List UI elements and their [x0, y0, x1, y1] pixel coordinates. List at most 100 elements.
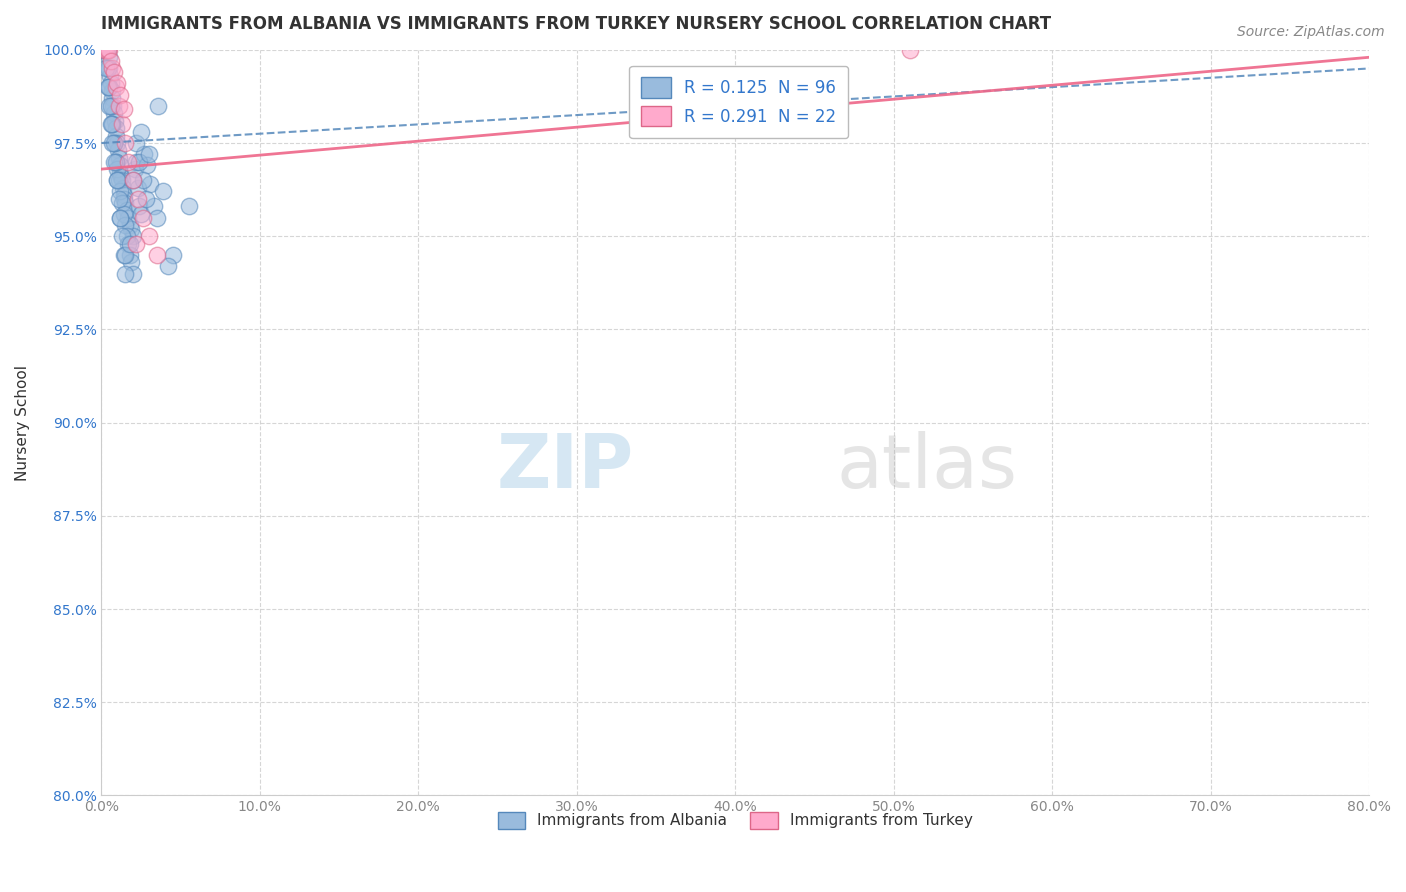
Point	[138, 147, 160, 161]
Point	[98, 80, 121, 95]
Point	[124, 162, 146, 177]
Point	[104, 80, 127, 95]
Point	[108, 158, 131, 172]
Point	[94, 43, 117, 57]
Point	[134, 147, 156, 161]
Point	[103, 65, 125, 79]
Point	[131, 211, 153, 225]
Point	[100, 54, 122, 68]
Point	[103, 136, 125, 150]
Point	[100, 99, 122, 113]
Point	[104, 154, 127, 169]
Point	[115, 229, 138, 244]
Point	[146, 211, 169, 225]
Point	[110, 87, 132, 102]
Point	[125, 154, 148, 169]
Point	[105, 173, 128, 187]
Point	[152, 185, 174, 199]
Point	[101, 91, 124, 105]
Point	[96, 43, 118, 57]
Point	[93, 43, 115, 57]
Point	[93, 43, 115, 57]
Point	[100, 117, 122, 131]
Point	[105, 173, 128, 187]
Point	[131, 173, 153, 187]
Point	[122, 229, 145, 244]
Point	[94, 62, 117, 76]
Point	[111, 229, 134, 244]
Point	[118, 218, 141, 232]
Point	[117, 154, 139, 169]
Point	[114, 218, 136, 232]
Point	[103, 106, 125, 120]
Point	[98, 62, 121, 76]
Point	[98, 80, 121, 95]
Text: Source: ZipAtlas.com: Source: ZipAtlas.com	[1237, 25, 1385, 39]
Point	[103, 136, 125, 150]
Point	[122, 173, 145, 187]
Point	[103, 154, 125, 169]
Point	[111, 195, 134, 210]
Point	[107, 144, 129, 158]
Text: IMMIGRANTS FROM ALBANIA VS IMMIGRANTS FROM TURKEY NURSERY SCHOOL CORRELATION CHA: IMMIGRANTS FROM ALBANIA VS IMMIGRANTS FR…	[101, 15, 1052, 33]
Point	[122, 173, 145, 187]
Point	[122, 267, 145, 281]
Point	[98, 99, 121, 113]
Point	[898, 43, 921, 57]
Point	[100, 76, 122, 90]
Point	[98, 69, 121, 83]
Point	[112, 103, 135, 117]
Legend: Immigrants from Albania, Immigrants from Turkey: Immigrants from Albania, Immigrants from…	[489, 805, 980, 836]
Point	[97, 43, 120, 57]
Point	[103, 99, 125, 113]
Point	[101, 136, 124, 150]
Point	[115, 203, 138, 218]
Point	[136, 158, 159, 172]
Point	[107, 173, 129, 187]
Point	[101, 117, 124, 131]
Point	[114, 267, 136, 281]
Point	[139, 177, 162, 191]
Point	[117, 211, 139, 225]
Text: atlas: atlas	[837, 431, 1018, 504]
Point	[114, 195, 136, 210]
Point	[177, 199, 200, 213]
Point	[112, 207, 135, 221]
Point	[105, 128, 128, 143]
Point	[93, 43, 115, 57]
Point	[104, 121, 127, 136]
Point	[107, 151, 129, 165]
Point	[125, 136, 148, 150]
Point	[105, 76, 128, 90]
Point	[104, 154, 127, 169]
Point	[142, 199, 165, 213]
Point	[91, 43, 114, 57]
Point	[105, 136, 128, 150]
Point	[93, 43, 115, 57]
Y-axis label: Nursery School: Nursery School	[15, 365, 30, 481]
Point	[118, 236, 141, 251]
Point	[111, 173, 134, 187]
Point	[100, 84, 122, 98]
Point	[128, 199, 150, 213]
Point	[114, 136, 136, 150]
Point	[121, 255, 143, 269]
Point	[114, 248, 136, 262]
Point	[121, 221, 143, 235]
Point	[107, 99, 129, 113]
Point	[110, 211, 132, 225]
Point	[111, 180, 134, 194]
Point	[110, 211, 132, 225]
Point	[128, 154, 150, 169]
Point	[94, 43, 117, 57]
Point	[110, 185, 132, 199]
Point	[138, 229, 160, 244]
Point	[97, 50, 120, 64]
Point	[97, 80, 120, 95]
Point	[100, 99, 122, 113]
Point	[97, 62, 120, 76]
Point	[117, 236, 139, 251]
Point	[107, 192, 129, 206]
Point	[135, 192, 157, 206]
Point	[104, 113, 127, 128]
